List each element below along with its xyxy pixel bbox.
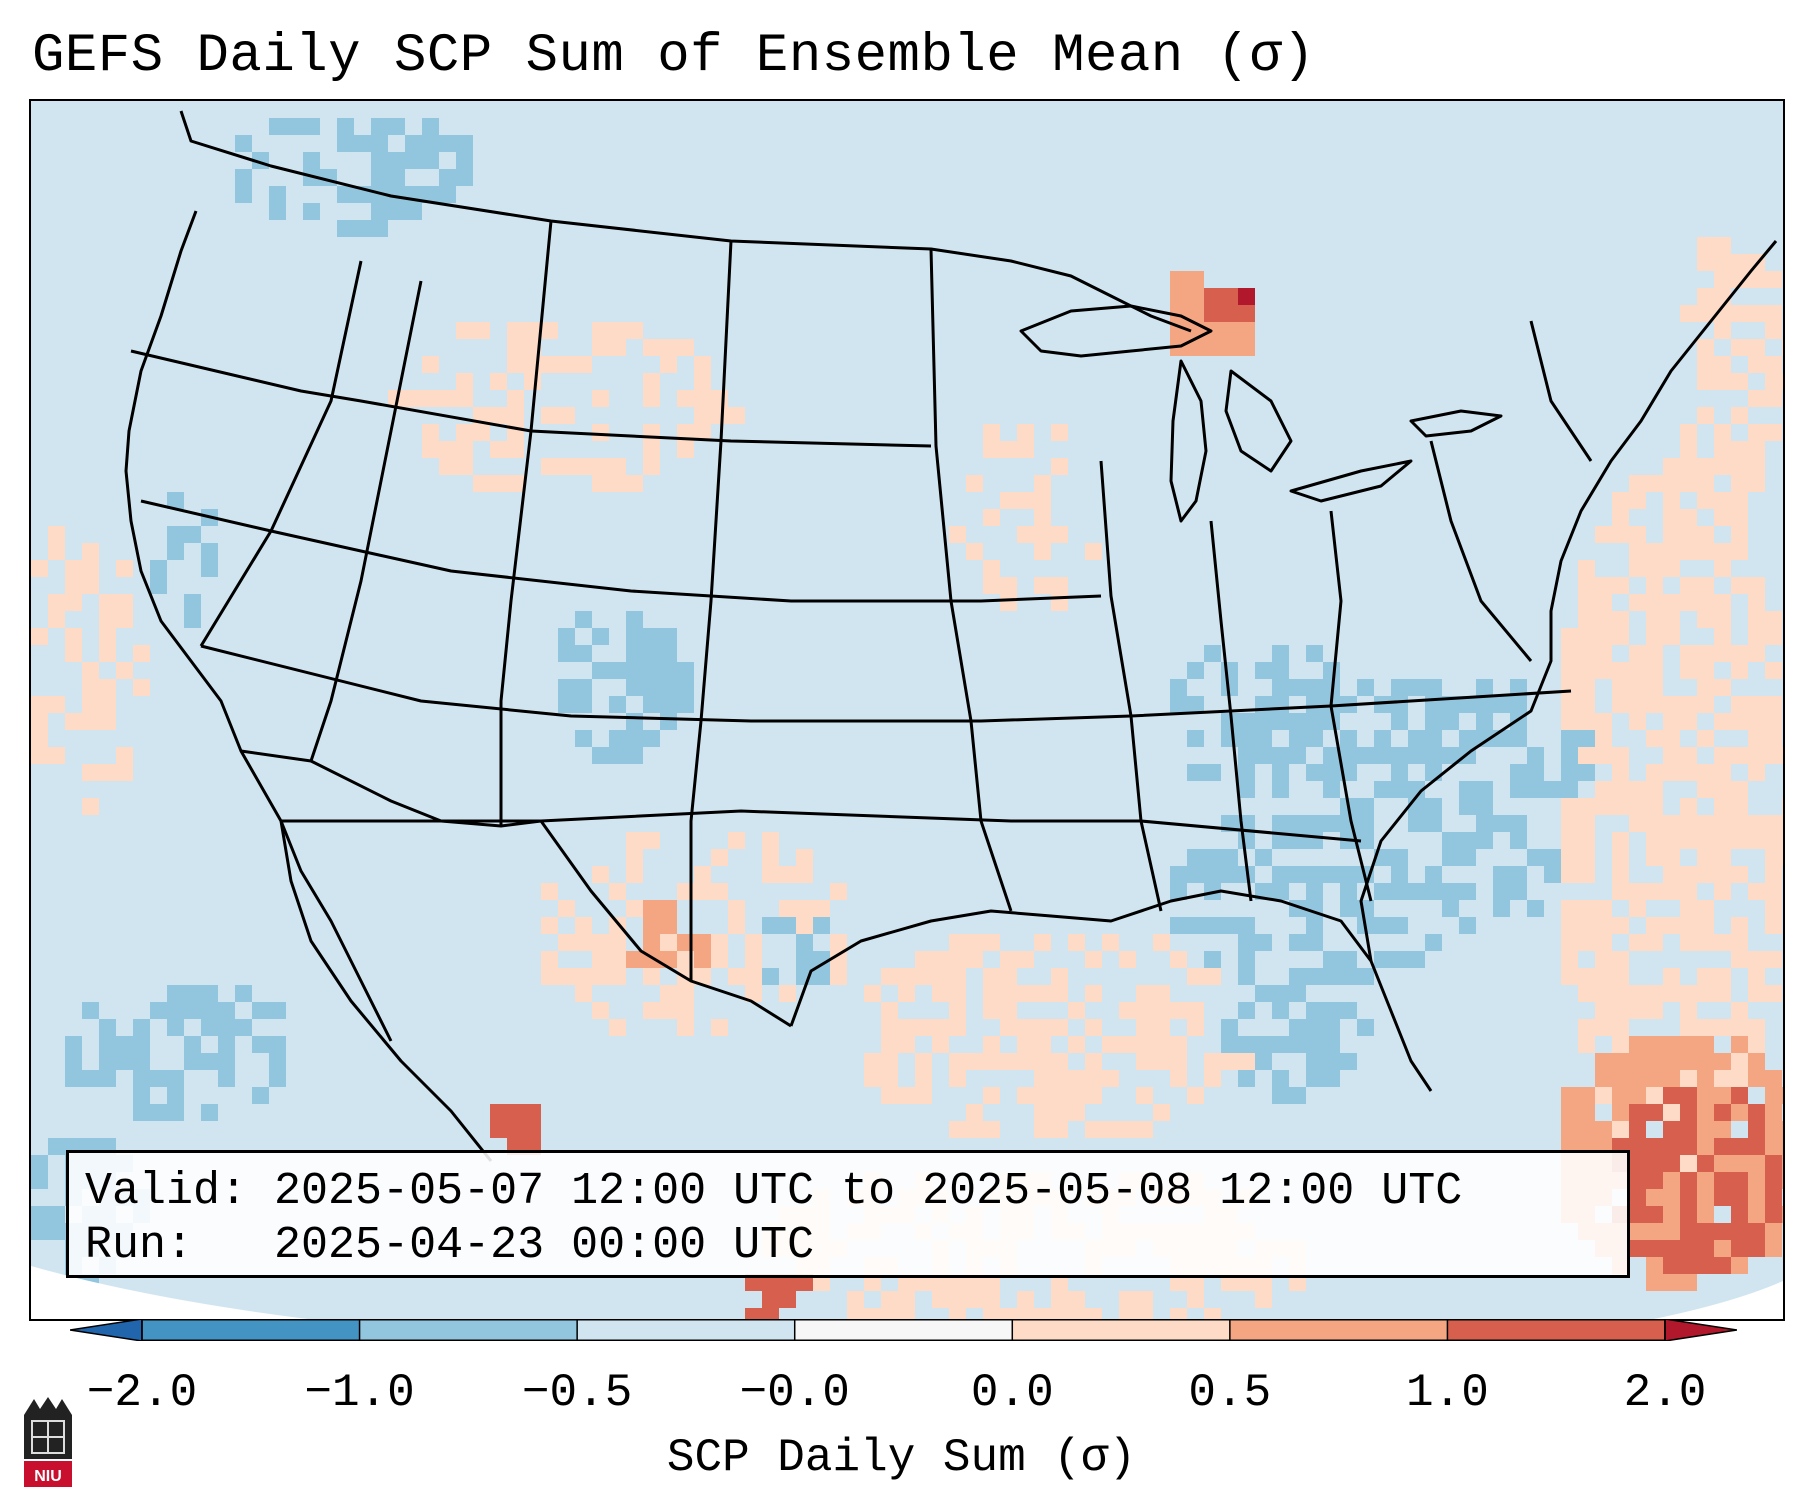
state-line bbox=[130, 349, 932, 448]
colorbar-bin bbox=[1229, 1319, 1448, 1341]
colorbar-tick-label: −0.0 bbox=[739, 1367, 850, 1419]
state-borders bbox=[124, 110, 1778, 1162]
colorbar-bin bbox=[794, 1319, 1013, 1341]
colorbar-tick-label: −1.0 bbox=[304, 1367, 415, 1419]
logo-text: NIU bbox=[34, 1468, 62, 1485]
colorbar-tick-label: −2.0 bbox=[86, 1367, 198, 1419]
colorbar-bin bbox=[1012, 1319, 1231, 1341]
gulf-coastline bbox=[789, 889, 1433, 1092]
colorbar-bin bbox=[1447, 1319, 1666, 1341]
lake-michigan bbox=[1169, 359, 1208, 523]
state-line bbox=[309, 280, 423, 762]
map-panel bbox=[29, 99, 1785, 1321]
colorbar-bin bbox=[142, 1319, 361, 1341]
run-label: Run: bbox=[85, 1220, 194, 1271]
run-value: 2025-04-23 00:00 UTC bbox=[274, 1220, 815, 1271]
colorbar-tick-label: 0.0 bbox=[970, 1367, 1054, 1419]
valid-value: 2025-05-07 12:00 UTC to 2025-05-08 12:00… bbox=[274, 1166, 1463, 1217]
colorbar-tick-label: −0.5 bbox=[521, 1367, 633, 1419]
pacific-coastline bbox=[124, 210, 393, 1042]
state-line bbox=[1529, 320, 1593, 462]
chart-title: GEFS Daily SCP Sum of Ensemble Mean (σ) bbox=[32, 26, 1316, 87]
colorbar-tick-label: 0.5 bbox=[1188, 1367, 1272, 1419]
valid-label: Valid: bbox=[85, 1166, 248, 1217]
projection-edge-right bbox=[1653, 1281, 1783, 1319]
colorbar-bin bbox=[577, 1319, 796, 1341]
validity-box: Valid: 2025-05-07 12:00 UTC to 2025-05-0… bbox=[66, 1150, 1630, 1278]
projection-edge bbox=[31, 1266, 308, 1319]
state-line bbox=[199, 260, 363, 647]
colorbar bbox=[70, 1319, 1737, 1341]
state-line bbox=[1429, 440, 1533, 662]
canada-us-border bbox=[179, 110, 1192, 333]
colorbar-label: SCP Daily Sum (σ) bbox=[666, 1432, 1137, 1484]
state-line bbox=[499, 220, 553, 826]
state-line bbox=[200, 644, 1572, 723]
lake-erie bbox=[1289, 459, 1413, 503]
lake-huron bbox=[1224, 369, 1293, 473]
colorbar-tick-label: 2.0 bbox=[1623, 1367, 1707, 1419]
state-line bbox=[929, 248, 1013, 912]
colorbar-over-arrow bbox=[1664, 1319, 1737, 1341]
state-line bbox=[1329, 510, 1373, 902]
lake-superior bbox=[1019, 304, 1213, 358]
niu-logo-icon: NIU bbox=[24, 1397, 72, 1487]
state-line bbox=[1099, 460, 1163, 912]
state-line bbox=[1209, 520, 1253, 902]
colorbar-under-arrow bbox=[70, 1319, 143, 1341]
atlantic-coastline bbox=[1359, 240, 1778, 962]
state-line bbox=[281, 809, 1362, 843]
colorbar-bin bbox=[359, 1319, 578, 1341]
state-line bbox=[689, 240, 733, 981]
baja-coastline bbox=[279, 820, 493, 1162]
colorbar-tick-label: 1.0 bbox=[1406, 1367, 1489, 1419]
map-canvas bbox=[31, 101, 1783, 1319]
lake-ontario bbox=[1409, 409, 1503, 438]
